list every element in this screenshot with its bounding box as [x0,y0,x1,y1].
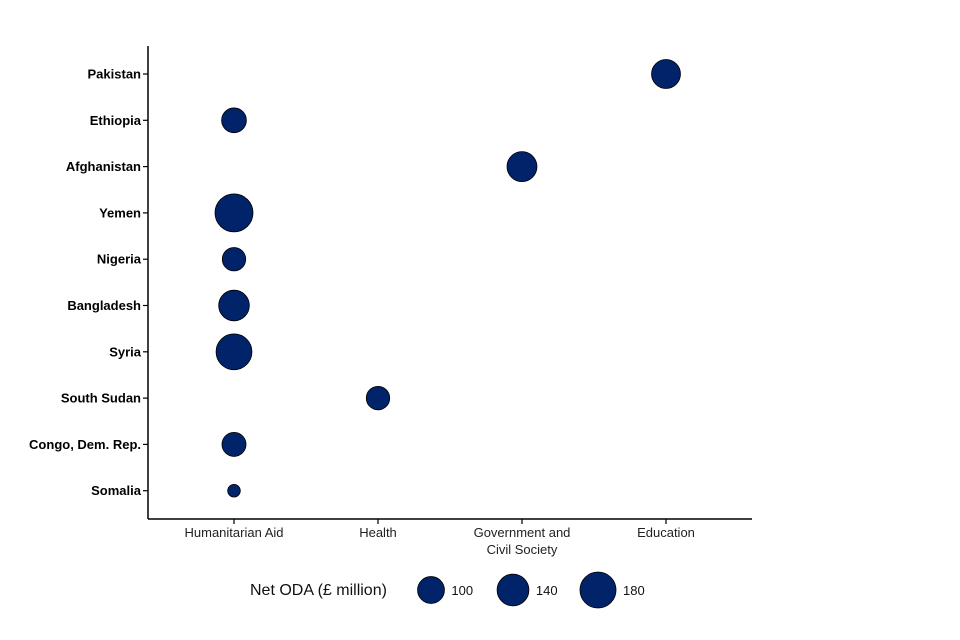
bubble-south-sudan [365,385,391,411]
x-tick-label: Government and [474,525,571,540]
y-axis-ticks: Pakistan Ethiopia Afghanistan Yemen Nigeria B… [29,67,148,498]
bubble-afghanistan [506,151,538,182]
bubbles [214,59,681,498]
legend-bubble-140 [496,573,530,607]
y-tick-label: Somalia [91,483,142,498]
bubble-nigeria [221,247,247,272]
y-tick-label: Bangladesh [67,298,141,313]
bubble-bangladesh [218,289,250,322]
x-tick-label: Health [359,525,397,540]
y-tick-label: Syria [109,344,142,359]
x-tick-label: Education [637,525,695,540]
legend-title: Net ODA (£ million) [250,582,387,599]
y-tick-label: Yemen [99,205,141,220]
legend-bubble-180 [579,571,617,609]
bubble-ethiopia [221,107,247,134]
legend-value: 140 [536,583,558,598]
y-tick-label: Afghanistan [66,159,141,174]
bubble-syria [215,333,253,371]
legend-bubble-100 [417,576,445,604]
bubble-congo-dem-rep [221,431,247,457]
y-tick-label: Nigeria [97,252,142,267]
axes [147,46,752,520]
legend-items: 100 140 180 [417,571,645,609]
y-tick-label: South Sudan [61,391,141,406]
bubble-pakistan [651,59,681,89]
x-tick-label: Civil Society [487,542,558,557]
bubble-yemen [214,193,254,233]
y-tick-label: Congo, Dem. Rep. [29,437,141,452]
legend-value: 100 [451,583,473,598]
legend-value: 180 [623,583,645,598]
x-axis-ticks: Humanitarian Aid Health Government and Civi… [185,519,695,557]
legend: Net ODA (£ million) 100 140 180 [250,571,645,609]
y-tick-label: Ethiopia [90,113,142,128]
y-tick-label: Pakistan [88,67,142,82]
x-tick-label: Humanitarian Aid [185,525,284,540]
bubble-somalia [227,483,241,498]
